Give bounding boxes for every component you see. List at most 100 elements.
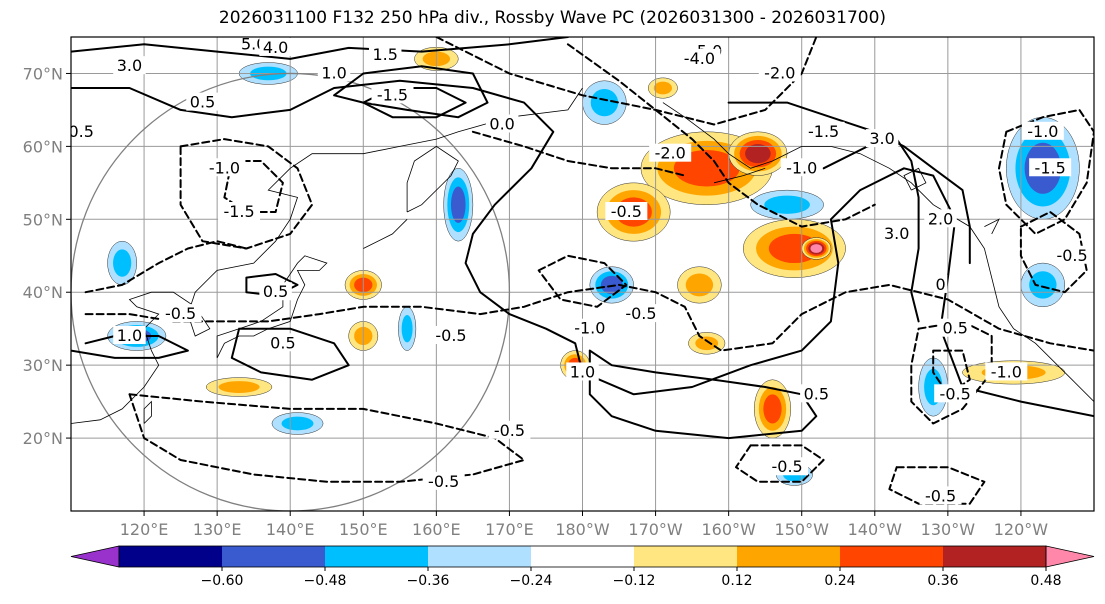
lon-tick-label: 130°W — [921, 520, 976, 539]
contour-label-1: 4.0 — [259, 37, 292, 57]
contour-label-36: -1.0 — [985, 362, 1028, 381]
contour-label-text: 0.5 — [804, 384, 829, 403]
contour-label-bg — [186, 92, 219, 111]
contour-label-text: -1.5 — [223, 202, 254, 221]
contour-label-bg — [422, 471, 465, 490]
shaded-band — [1029, 271, 1057, 299]
shaded-feature-15 — [107, 240, 138, 286]
contour-label-21: -1.0 — [1021, 121, 1064, 141]
colorbar-tick-label: −0.24 — [510, 573, 553, 589]
lon-tick-label: 150°E — [339, 520, 388, 539]
contour-label-bg — [568, 318, 611, 337]
contour-label-text: -2.0 — [655, 144, 686, 163]
contour-label-16: -1.0 — [203, 158, 246, 177]
contour-negative — [471, 130, 686, 177]
contour-label-10: -4.0 — [678, 48, 721, 68]
shaded-band — [810, 244, 823, 253]
lat-tick-label: 40°N — [23, 283, 63, 302]
contour-label-14: -1.0 — [780, 158, 823, 177]
contour-label-25: 0.5 — [259, 282, 292, 301]
contour-label-bg — [368, 45, 402, 64]
lon-tick-label: 120°W — [994, 520, 1049, 539]
contour-label-23: -0.5 — [1051, 245, 1094, 265]
contour-label-bg — [865, 129, 899, 148]
contour-label-text: 0.5 — [270, 333, 295, 352]
contour-label-bg — [488, 420, 531, 439]
shaded-band — [764, 195, 810, 214]
contour-label-text: -1.0 — [209, 158, 240, 177]
contour-label-bg — [266, 333, 300, 352]
colorbar-tick-label: 0.12 — [721, 573, 752, 589]
contour-label-text: -4.0 — [684, 49, 715, 68]
coastline — [143, 400, 152, 424]
contour-label-18: -0.5 — [605, 202, 648, 221]
contour-label-bg — [802, 121, 845, 140]
lon-tick-label: 130°E — [193, 520, 242, 539]
contour-label-35: -0.5 — [934, 384, 977, 403]
contour-positive — [230, 327, 350, 381]
shaded-band — [653, 81, 673, 95]
contour-label-bg — [1029, 158, 1072, 177]
contour-negative — [128, 393, 525, 483]
coastline — [71, 87, 583, 424]
contour-label-text: 0 — [935, 275, 945, 294]
lon-tick-label: 150°W — [775, 520, 830, 539]
contour-label-text: 0.0 — [489, 115, 514, 134]
contour-label-12: -2.0 — [649, 143, 692, 163]
lat-tick-label: 60°N — [23, 137, 63, 156]
contour-label-11: -2.0 — [758, 63, 801, 82]
lat-tick-label: 50°N — [23, 210, 63, 229]
colorbar-tick-label: −0.60 — [201, 573, 244, 589]
contour-label-text: 3.0 — [884, 224, 909, 243]
contour-negative — [735, 444, 825, 483]
shaded-feature-11 — [1020, 262, 1066, 308]
shaded-band — [218, 381, 260, 393]
contour-label-26: -0.5 — [159, 304, 202, 323]
contour-label-bg — [938, 318, 972, 337]
lon-tick-label: 160°W — [701, 520, 756, 539]
shaded-band — [113, 249, 132, 277]
contour-label-bg — [1051, 245, 1094, 264]
contour-negative — [223, 160, 284, 213]
contour-label-27: 1.0 — [113, 325, 146, 345]
colorbar-segment — [428, 546, 532, 567]
contour-label-bg — [113, 325, 146, 344]
contour-label-bg — [605, 202, 648, 221]
coastline — [662, 102, 1094, 402]
contour-label-text: 2.0 — [928, 209, 953, 228]
contour-label-text: 0.5 — [190, 93, 215, 112]
contour-label-3: 1.5 — [368, 45, 402, 64]
contour-label-text: -0.5 — [940, 384, 971, 403]
shaded-feature-17 — [205, 377, 273, 397]
coastline — [406, 145, 459, 213]
contour-label-15: 3.0 — [865, 129, 899, 148]
contour-label-31: -1.0 — [568, 318, 611, 338]
contour-label-bg — [758, 63, 801, 82]
contour-label-bg — [429, 325, 472, 344]
map-plot-area: 5.04.03.01.51.00.5-0.5-1.50.0-5.0-4.0-2.… — [71, 37, 1094, 511]
colorbar: −0.60 −0.48 −0.36 −0.24 −0.12 0.12 0.24 0.36 0.4… — [70, 545, 1095, 589]
contour-label-text: -0.5 — [611, 202, 642, 221]
colorbar-extend-min — [70, 545, 120, 568]
shaded-band — [450, 186, 466, 223]
contour-label-bg — [371, 85, 414, 104]
contour-label-bg — [259, 37, 292, 56]
contour-label-32: 1.0 — [566, 362, 599, 381]
shaded-band — [763, 394, 782, 424]
contour-label-bg — [985, 362, 1028, 381]
contour-label-text: -0.5 — [771, 457, 802, 476]
contour-label-bg — [780, 158, 823, 177]
shaded-feature-8 — [801, 237, 832, 260]
contour-label-bg — [919, 486, 962, 505]
contour-label-text: -1.5 — [377, 85, 408, 104]
contour-label-bg — [649, 143, 692, 162]
shaded-feature-16 — [443, 168, 474, 242]
colorbar-tick-label: 0.48 — [1030, 573, 1061, 589]
contour-label-30: -0.5 — [619, 304, 662, 323]
lon-tick-label: 140°W — [848, 520, 903, 539]
shaded-feature-5 — [728, 131, 788, 176]
colorbar-outline — [118, 545, 1047, 568]
colorbar-segment — [840, 546, 944, 567]
contour-label-text: -0.5 — [1056, 246, 1087, 265]
contour-negative — [84, 283, 1094, 352]
